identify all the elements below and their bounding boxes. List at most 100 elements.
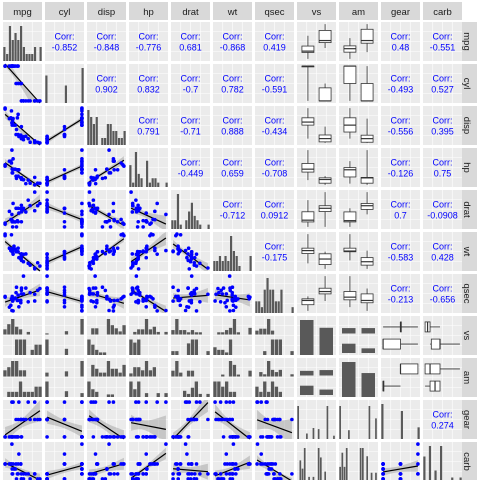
bar <box>258 301 261 313</box>
bar <box>260 307 264 313</box>
bar <box>156 393 160 397</box>
data-point <box>144 472 149 476</box>
data-point <box>19 99 24 103</box>
bar <box>171 220 174 229</box>
data-point <box>28 181 32 185</box>
bar <box>361 348 375 353</box>
data-point <box>185 452 189 456</box>
data-point <box>228 462 232 466</box>
data-point <box>164 212 168 217</box>
panel-vs-qsec <box>255 316 294 355</box>
corr-label: Corr: <box>433 242 453 252</box>
panel-disp-cyl <box>45 106 84 145</box>
data-point <box>11 116 15 121</box>
column-strip <box>381 2 420 20</box>
data-point <box>21 252 26 257</box>
bar <box>129 339 133 355</box>
data-point <box>7 64 12 68</box>
bar <box>34 344 38 355</box>
column-strip <box>3 2 42 20</box>
data-point <box>265 400 269 404</box>
fit-confidence-band <box>383 460 418 476</box>
corr-value: -0.776 <box>136 43 162 53</box>
data-point <box>164 442 168 446</box>
data-point <box>26 136 31 141</box>
data-point <box>134 206 139 211</box>
panel-qsec-wt <box>213 274 252 313</box>
data-point <box>93 181 98 186</box>
data-point <box>80 305 84 309</box>
data-point <box>155 309 159 313</box>
bar <box>45 339 49 355</box>
bar <box>171 351 175 355</box>
data-point <box>259 452 264 456</box>
data-point <box>194 309 199 313</box>
bar <box>199 224 202 229</box>
corr-value: 0.782 <box>221 85 244 95</box>
data-point <box>224 304 229 309</box>
fit-confidence-band <box>89 409 124 439</box>
data-point <box>32 99 37 103</box>
data-point <box>80 109 84 113</box>
data-point <box>26 400 31 404</box>
data-point <box>80 435 84 439</box>
bar <box>171 370 175 377</box>
data-point <box>19 203 24 208</box>
bar <box>175 351 179 355</box>
bar <box>95 391 99 397</box>
data-point <box>134 286 139 290</box>
bar <box>428 446 432 480</box>
data-point <box>103 175 108 180</box>
data-point <box>213 299 217 303</box>
data-point <box>107 218 112 223</box>
data-point <box>111 157 116 161</box>
data-point <box>234 435 238 439</box>
bar <box>278 391 282 397</box>
corr-label: Corr: <box>433 200 453 210</box>
corr-label: Corr: <box>223 200 243 210</box>
bar <box>221 261 224 271</box>
corr-value: -0.712 <box>220 211 246 221</box>
panel-wt-am <box>339 232 378 271</box>
panel-gear-vs <box>297 400 336 439</box>
data-point <box>80 209 84 214</box>
bar <box>87 381 91 397</box>
bar <box>267 391 271 397</box>
bar <box>179 372 183 377</box>
bar <box>106 361 111 377</box>
data-point <box>13 167 18 171</box>
fit-line <box>215 294 250 301</box>
bar <box>221 386 225 397</box>
corr-value: -0.7 <box>183 85 199 95</box>
panel-mpg-qsec: Corr:0.419 <box>255 22 294 61</box>
data-point <box>38 181 42 186</box>
corr-value: -0.656 <box>430 295 456 305</box>
bar <box>22 339 27 355</box>
data-point <box>192 472 197 476</box>
bar <box>95 349 99 355</box>
corr-label: Corr: <box>181 158 201 168</box>
column-strip-label: mpg <box>13 7 31 18</box>
bar <box>269 289 272 313</box>
data-point <box>26 198 31 202</box>
bar <box>141 370 145 377</box>
bar <box>45 333 49 335</box>
column-strip <box>213 2 252 20</box>
bar <box>30 391 34 397</box>
data-point <box>95 174 100 178</box>
corr-label: Corr: <box>97 74 117 84</box>
bar <box>339 466 341 480</box>
bar <box>90 117 93 145</box>
bar <box>319 370 333 376</box>
data-point <box>19 81 24 86</box>
panel-hp-disp <box>87 148 126 187</box>
data-point <box>100 225 105 229</box>
bar <box>274 301 277 313</box>
data-point <box>134 477 139 480</box>
bar <box>238 266 241 271</box>
data-point <box>10 148 14 152</box>
data-point <box>129 190 133 194</box>
data-point <box>278 435 282 439</box>
data-point <box>35 260 40 265</box>
bar <box>270 330 275 335</box>
